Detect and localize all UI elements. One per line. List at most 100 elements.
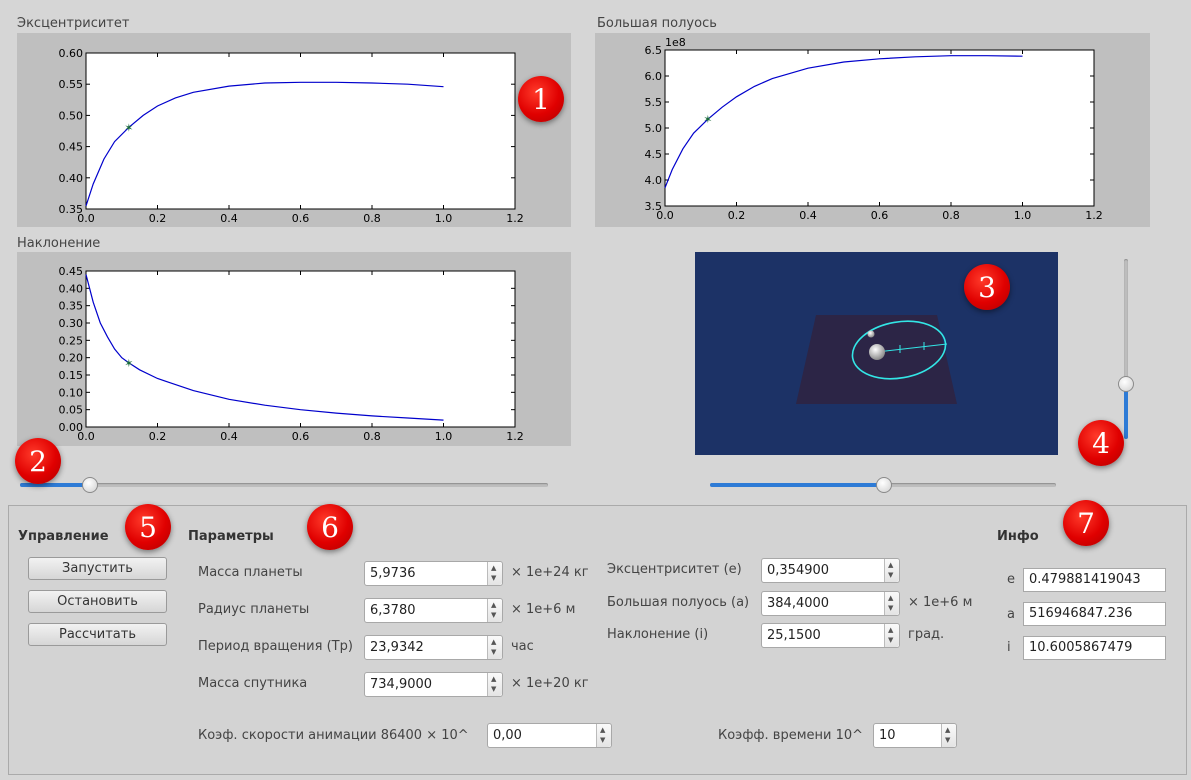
rotation-period-spinbox[interactable]: 23,9342 ▲ ▼ — [364, 635, 503, 660]
info-i-label: i — [1007, 640, 1011, 655]
anim-speed-label: Коэф. скорости анимации 86400 × 10^ — [198, 728, 469, 743]
anim-speed-value: 0,00 — [493, 728, 522, 743]
controls-heading: Управление — [18, 529, 109, 544]
semimajor-axis-label: Большая полуось (a) — [607, 595, 750, 610]
zoom-slider[interactable] — [1118, 259, 1134, 439]
inclination-value: 25,1500 — [767, 628, 821, 643]
y-tick-label: 5.5 — [645, 96, 663, 109]
x-tick-label: 0.8 — [363, 430, 381, 443]
x-tick-label: 0.0 — [77, 430, 95, 443]
anim-speed-spinbox[interactable]: 0,00 ▲ ▼ — [487, 723, 612, 748]
current-point-marker: ✶ — [703, 113, 712, 126]
info-heading: Инфо — [997, 529, 1039, 544]
inclination-stepper[interactable]: ▲ ▼ — [884, 624, 899, 647]
planet-mass-spinbox[interactable]: 5,9736 ▲ ▼ — [364, 561, 503, 586]
badge-1: 1 — [518, 76, 564, 122]
x-tick-label: 0.2 — [728, 209, 746, 222]
x-tick-label: 0.6 — [292, 430, 310, 443]
time-coef-label: Коэфф. времени 10^ — [718, 728, 864, 743]
eccentricity-value: 0,354900 — [767, 563, 830, 578]
planet-mass-stepper[interactable]: ▲ ▼ — [487, 562, 502, 585]
x-tick-label: 1.2 — [506, 212, 524, 225]
planet-radius-spinbox[interactable]: 6,3780 ▲ ▼ — [364, 598, 503, 623]
view-slider-handle[interactable] — [876, 477, 892, 493]
semimajor-axis-value: 384,4000 — [767, 596, 830, 611]
info-a-field[interactable]: 516946847.236 — [1023, 602, 1166, 626]
y-tick-label: 3.5 — [645, 200, 663, 213]
planet-radius-value: 6,3780 — [370, 603, 416, 618]
time-slider-handle[interactable] — [81, 477, 98, 493]
x-tick-label: 0.4 — [220, 430, 238, 443]
semimajor-plot: 0.0 0.2 0.4 0.6 0.8 1.0 1.2 3.5 4.0 4.5 5.0 5.5 6.0 6… — [595, 33, 1150, 227]
inclination-label: Наклонение (i) — [607, 627, 709, 642]
semimajor-axis-unit: × 1e+6 м — [908, 595, 973, 610]
rotation-period-unit: час — [511, 639, 534, 654]
planet-radius-stepper[interactable]: ▲ ▼ — [487, 599, 502, 622]
inclination-spinbox[interactable]: 25,1500 ▲ ▼ — [761, 623, 900, 648]
x-tick-label: 0.8 — [363, 212, 381, 225]
eccentricity-label: Эксцентриситет (e) — [607, 562, 742, 577]
series-line — [85, 81, 444, 207]
planet-radius-label: Радиус планеты — [198, 602, 310, 617]
semimajor-axis-spinbox[interactable]: 384,4000 ▲ ▼ — [761, 591, 900, 616]
x-tick-label: 0.2 — [149, 212, 167, 225]
eccentricity-stepper[interactable]: ▲ ▼ — [884, 559, 899, 582]
x-tick-label: 0.6 — [871, 209, 889, 222]
current-point-marker: ✶ — [124, 357, 133, 370]
info-e-field[interactable]: 0.479881419043 — [1023, 568, 1166, 592]
semimajor-axis-stepper[interactable]: ▲ ▼ — [884, 592, 899, 615]
params-heading: Параметры — [188, 529, 274, 544]
time-slider[interactable] — [20, 477, 548, 493]
satellite-mass-stepper[interactable]: ▲ ▼ — [487, 673, 502, 696]
x-tick-label: 0.2 — [149, 430, 167, 443]
rotation-period-value: 23,9342 — [370, 640, 424, 655]
settings-panel: Управление Запустить Остановить Рассчита… — [8, 505, 1187, 775]
badge-5: 5 — [125, 504, 171, 550]
y-tick-label: 0.20 — [59, 352, 84, 365]
time-coef-stepper[interactable]: ▲ ▼ — [941, 724, 956, 747]
planet-sphere — [869, 344, 885, 360]
x-tick-label: 0.6 — [292, 212, 310, 225]
y-tick-label: 0.30 — [59, 317, 84, 330]
view-slider[interactable] — [710, 477, 1056, 493]
y-tick-label: 0.05 — [59, 404, 84, 417]
y-offset-label: 1e8 — [665, 36, 686, 49]
info-e-label: e — [1007, 572, 1015, 587]
y-tick-label: 0.40 — [59, 282, 84, 295]
eccentricity-spinbox[interactable]: 0,354900 ▲ ▼ — [761, 558, 900, 583]
y-tick-label: 0.45 — [59, 141, 84, 154]
satellite-mass-spinbox[interactable]: 734,9000 ▲ ▼ — [364, 672, 503, 697]
zoom-slider-handle[interactable] — [1118, 376, 1134, 392]
zoom-slider-fill — [1124, 385, 1128, 439]
satellite-sphere — [867, 330, 875, 338]
semimajor-chart: 0.0 0.2 0.4 0.6 0.8 1.0 1.2 3.5 4.0 4.5 5.0 5.5 6.0 6… — [645, 36, 1103, 222]
orbit-ellipse — [851, 320, 947, 380]
satellite-mass-unit: × 1e+20 кг — [511, 676, 589, 691]
satellite-mass-value: 734,9000 — [370, 677, 433, 692]
series-line — [664, 55, 1023, 189]
inclination-unit: град. — [908, 627, 945, 642]
current-point-marker: ✶ — [124, 121, 133, 134]
badge-2: 2 — [15, 438, 61, 484]
time-coef-spinbox[interactable]: 10 ▲ ▼ — [873, 723, 957, 748]
y-tick-label: 0.40 — [59, 172, 84, 185]
anim-speed-stepper[interactable]: ▲ ▼ — [596, 724, 611, 747]
time-slider-fill — [20, 483, 89, 487]
view-slider-fill — [710, 483, 883, 487]
series-line — [85, 274, 444, 421]
info-i-field[interactable]: 10.6005867479 — [1023, 636, 1166, 660]
time-coef-value: 10 — [879, 728, 896, 743]
plot-area — [85, 270, 516, 428]
calculate-button[interactable]: Рассчитать — [28, 623, 167, 646]
y-tick-label: 0.25 — [59, 334, 84, 347]
x-tick-label: 1.0 — [435, 212, 453, 225]
x-tick-label: 0.0 — [77, 212, 95, 225]
y-tick-label: 0.00 — [59, 421, 84, 434]
stop-button[interactable]: Остановить — [28, 590, 167, 613]
rotation-period-stepper[interactable]: ▲ ▼ — [487, 636, 502, 659]
x-tick-label: 0.4 — [220, 212, 238, 225]
start-button[interactable]: Запустить — [28, 557, 167, 580]
y-tick-label: 6.0 — [645, 70, 663, 83]
orbit-axis-line — [876, 343, 948, 353]
semimajor-plot-title: Большая полуось — [597, 16, 717, 31]
